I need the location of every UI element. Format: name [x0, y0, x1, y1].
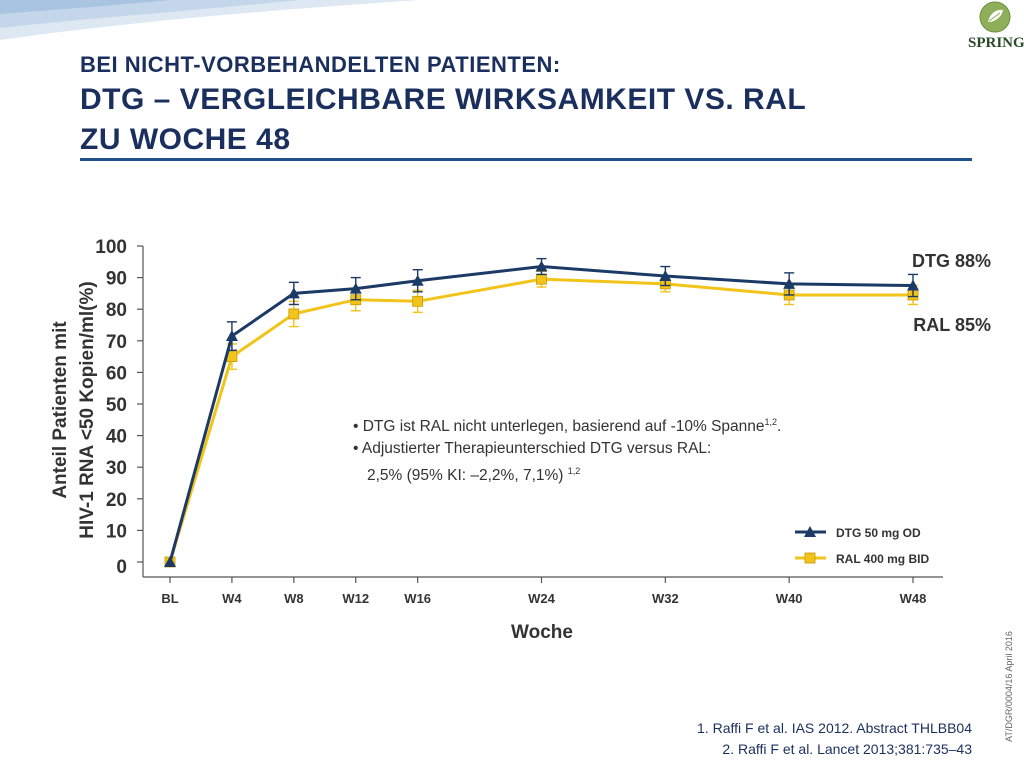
note-line-1-end: . [777, 418, 782, 436]
x-axis-label: Woche [511, 622, 573, 643]
legend-label: RAL 400 mg BID [836, 552, 929, 566]
y-tick-label: 10 [106, 521, 127, 542]
data-point-dtg [349, 282, 362, 294]
data-point-ral [412, 295, 424, 307]
x-tick-label: W16 [404, 591, 431, 606]
y-tick-label: 60 [106, 363, 127, 384]
legend-marker-dtg [804, 526, 816, 537]
slide-subtitle: BEI NICHT-VORBEHANDELTEN PATIENTEN: [80, 52, 561, 77]
x-tick-label: W24 [528, 591, 556, 606]
reference-2: 2. Raffi F et al. Lancet 2013;381:735–43 [722, 741, 972, 757]
reference-1: 1. Raffi F et al. IAS 2012. Abstract THL… [697, 720, 972, 736]
data-point-dtg [164, 556, 176, 567]
header-swoosh-decoration [0, 0, 420, 40]
y-tick-label: 40 [106, 427, 127, 448]
note-line-1-sup: 1,2 [764, 417, 778, 427]
y-tick-label: 50 [106, 395, 127, 416]
x-tick-label: W8 [284, 591, 304, 606]
x-tick-label: W40 [776, 591, 803, 606]
note-line-1-text: • DTG ist RAL nicht unterlegen, basieren… [353, 418, 765, 436]
note-line-1: • DTG ist RAL nicht unterlegen, basieren… [353, 411, 781, 438]
data-point-dtg [907, 279, 919, 291]
logo-wordmark-text: SPRING [968, 35, 1024, 51]
data-point-dtg [783, 277, 796, 289]
note-line-3-text: 2,5% (95% KI: –2,2%, 7,1%) [367, 467, 568, 485]
slide-title-line2: ZU WOCHE 48 [80, 123, 291, 156]
data-point-dtg [659, 270, 672, 282]
data-point-ral [536, 273, 547, 285]
spring2-logo [979, 1, 1011, 33]
legend-marker-ral [804, 552, 816, 564]
y-tick-label: 80 [106, 300, 127, 321]
data-point-dtg [287, 287, 300, 299]
note-line-3: 2,5% (95% KI: –2,2%, 7,1%) 1,2 [353, 460, 781, 487]
references: 1. Raffi F et al. IAS 2012. Abstract THL… [697, 718, 972, 760]
y-tick-label: 100 [95, 237, 127, 258]
title-underline [80, 158, 972, 161]
end-label-dtg: DTG 88% [912, 251, 991, 271]
y-axis-label-line2: HIV-1 RNA <50 Kopien/ml(%) [77, 281, 98, 538]
logo-wordmark: SPRING2 [968, 34, 1024, 52]
x-tick-label: W32 [652, 591, 679, 606]
slide-title-block: BEI NICHT-VORBEHANDELTEN PATIENTEN: DTG … [80, 52, 806, 158]
x-tick-label: W12 [342, 591, 369, 606]
note-line-3-sup: 1,2 [567, 466, 581, 477]
document-code: AT/DGR/0004/16 April 2016 [1004, 631, 1014, 742]
y-tick-label: 70 [106, 332, 127, 353]
x-tick-label: BL [161, 591, 178, 606]
data-point-dtg [225, 330, 238, 342]
x-tick-label: W4 [222, 591, 242, 606]
note-line-2: • Adjustierter Therapieunterschied DTG v… [353, 440, 712, 458]
end-label-ral: RAL 85% [913, 315, 991, 335]
slide-title-line1: DTG – VERGLEICHBARE WIRKSAMKEIT VS. RAL [80, 83, 807, 116]
y-tick-label: 30 [106, 458, 127, 479]
chart-notes: • DTG ist RAL nicht unterlegen, basieren… [353, 411, 781, 487]
y-axis-label-line1: Anteil Patienten mit [50, 321, 71, 499]
legend-label: DTG 50 mg OD [836, 526, 921, 540]
data-point-dtg [535, 260, 548, 272]
x-tick-label: W48 [900, 591, 927, 606]
y-tick-label: 0 [116, 557, 127, 578]
data-point-dtg [411, 274, 424, 286]
data-point-ral [288, 308, 300, 320]
y-tick-label: 20 [106, 490, 127, 511]
y-tick-label: 90 [106, 269, 127, 290]
